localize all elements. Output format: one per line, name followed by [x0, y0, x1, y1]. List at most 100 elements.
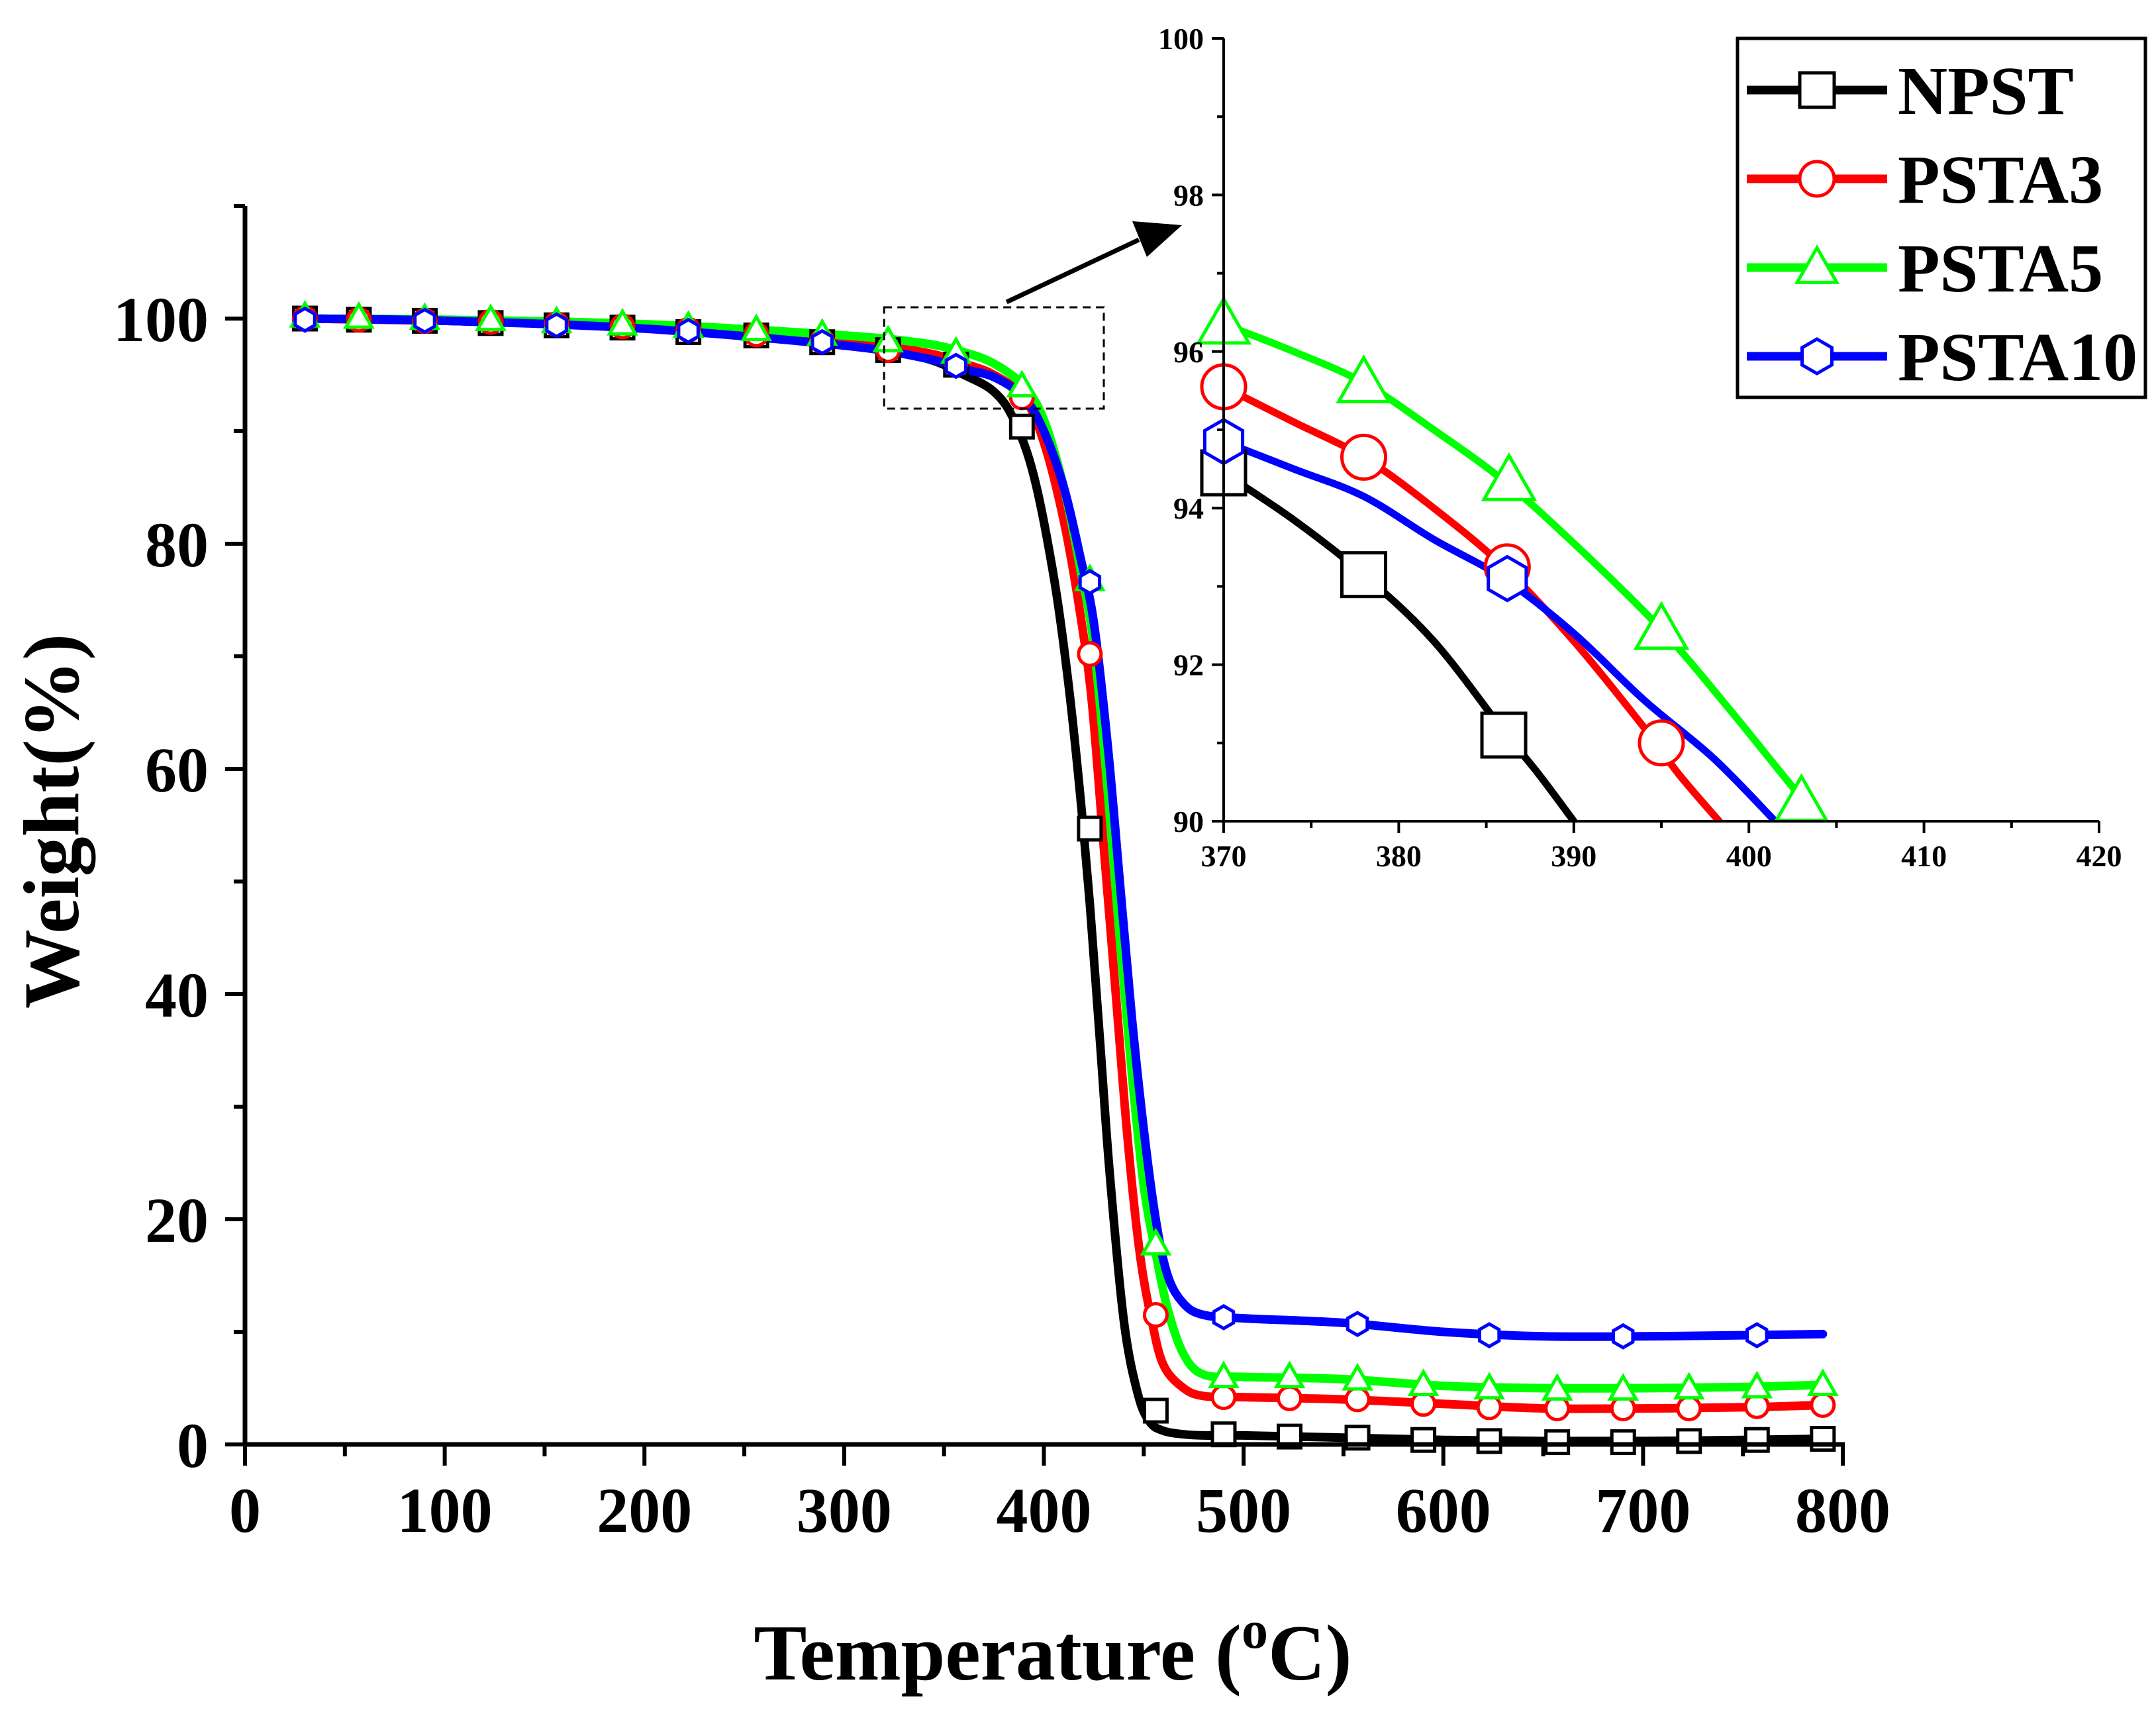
inset-y-tick-label: 98: [1173, 178, 1204, 212]
marker-psta5: [872, 325, 905, 353]
legend-label-psta3: PSTA3: [1898, 142, 2103, 218]
inset-x-tick-label: 380: [1376, 839, 1422, 873]
marker-psta10: [1078, 568, 1102, 595]
legend-label-npst: NPST: [1898, 53, 2074, 129]
legend: NPST PSTA3 PSTA5 PSTA10: [1736, 36, 2147, 399]
marker-psta10: [1745, 1322, 1769, 1348]
inset-marker-psta3: [1638, 719, 1685, 767]
marker-psta10: [293, 306, 317, 333]
legend-marker-psta10: [1800, 337, 1834, 376]
marker-npst: [1410, 1427, 1437, 1453]
marker-psta10: [1612, 1323, 1635, 1350]
x-tick-label: 300: [797, 1475, 892, 1546]
x-tick-label: 500: [1196, 1475, 1291, 1546]
inset-x-tick-label: 420: [2077, 839, 2122, 873]
marker-psta3: [1210, 1384, 1237, 1411]
marker-psta3: [1276, 1385, 1302, 1411]
legend-label-psta10: PSTA10: [1898, 319, 2137, 395]
marker-psta5: [1342, 1362, 1373, 1391]
legend-marker-npst: [1798, 71, 1836, 109]
marker-psta10: [944, 352, 967, 379]
inset-marker-npst: [1480, 711, 1528, 759]
marker-psta10: [413, 307, 436, 334]
main-plot: 0 100 200 300 400 500 600 700 800 0 20 40 60 80 100: [113, 204, 1890, 1546]
marker-npst: [1476, 1428, 1502, 1454]
marker-psta5: [607, 307, 638, 336]
legend-marker-psta3: [1798, 160, 1836, 198]
marker-psta5: [1208, 1360, 1240, 1389]
x-tick-label: 800: [1795, 1475, 1890, 1546]
legend-marker-psta5: [1794, 244, 1840, 284]
marker-psta5: [1140, 1227, 1172, 1256]
inset-x-tick-label: 370: [1201, 839, 1247, 873]
marker-psta5: [1607, 1373, 1640, 1401]
inset-marker-npst: [1340, 551, 1388, 599]
x-tick-label: 700: [1595, 1475, 1690, 1546]
marker-psta10: [1477, 1322, 1501, 1348]
marker-npst: [1210, 1421, 1237, 1448]
x-tick-label: 0: [229, 1475, 261, 1546]
marker-psta5: [475, 303, 507, 331]
inset-marker-psta3: [1340, 433, 1388, 481]
marker-psta5: [1741, 1370, 1773, 1399]
y-tick-label: 20: [145, 1185, 209, 1256]
marker-psta5: [1473, 1372, 1505, 1400]
x-tick-label: 400: [997, 1475, 1092, 1546]
zoom-region-box: [883, 221, 1182, 410]
inset-x-tick-label: 390: [1551, 839, 1596, 873]
x-tick-label: 100: [397, 1475, 493, 1546]
marker-psta5: [1407, 1368, 1440, 1397]
y-axis-title: Weight(%): [7, 634, 96, 1009]
y-tick-label: 80: [145, 509, 209, 580]
x-tick-label: 200: [597, 1475, 692, 1546]
marker-psta10: [1212, 1304, 1236, 1331]
marker-psta5: [740, 313, 773, 342]
marker-psta3: [1142, 1302, 1169, 1328]
legend-label-psta5: PSTA5: [1898, 230, 2103, 307]
marker-psta3: [1077, 641, 1103, 668]
y-tick-label: 60: [145, 734, 209, 805]
inset-marker-psta10: [1487, 554, 1528, 603]
marker-psta10: [810, 328, 834, 356]
inset-marker-psta5: [1633, 601, 1690, 650]
x-axis-title-sup: o: [1242, 1601, 1268, 1660]
series-line-psta10: [301, 314, 1828, 1341]
marker-npst: [1008, 413, 1035, 440]
zoom-region-rect: [883, 306, 1105, 410]
x-axis-title-end: C): [1268, 1609, 1352, 1697]
y-tick-label: 0: [177, 1410, 209, 1481]
marker-npst: [1077, 815, 1103, 842]
inset-series-line-psta5: [1224, 320, 1830, 821]
inset-marker-psta5: [1481, 452, 1538, 501]
inset-x-tick-label: 410: [1901, 839, 1947, 873]
marker-psta5: [1541, 1373, 1573, 1401]
inset-y-tick-label: 92: [1173, 648, 1204, 682]
zoom-arrow-head: [1132, 221, 1182, 257]
x-axis-title-main: Temperature (: [754, 1609, 1242, 1697]
marker-psta5: [343, 301, 375, 329]
marker-psta3: [1676, 1395, 1702, 1422]
marker-psta10: [1346, 1311, 1369, 1337]
marker-psta3: [1344, 1386, 1371, 1413]
marker-npst: [1142, 1397, 1169, 1424]
marker-npst: [1743, 1427, 1770, 1453]
marker-psta5: [1673, 1372, 1705, 1400]
zoom-arrow-shaft: [1005, 237, 1140, 305]
marker-psta5: [1006, 370, 1038, 398]
marker-psta5: [1806, 1368, 1839, 1397]
y-tick-label: 100: [113, 284, 209, 355]
inset-marker-psta5: [1336, 354, 1392, 404]
inset-y-tick-label: 94: [1173, 491, 1204, 525]
marker-psta10: [545, 312, 568, 339]
x-axis-title: Temperature (oC): [754, 1601, 1351, 1697]
marker-psta5: [1273, 1360, 1306, 1389]
inset-series-line-npst: [1224, 469, 1578, 821]
x-tick-label: 600: [1396, 1475, 1491, 1546]
marker-psta10: [677, 317, 700, 344]
y-tick-label: 40: [145, 960, 209, 1031]
inset-y-tick-label: 90: [1173, 805, 1204, 838]
marker-npst: [1676, 1428, 1702, 1454]
inset-x-tick-label: 400: [1726, 839, 1772, 873]
inset-plot: 370 380 390 400 410 420 90 92 94 96 98 100: [1158, 22, 2122, 873]
